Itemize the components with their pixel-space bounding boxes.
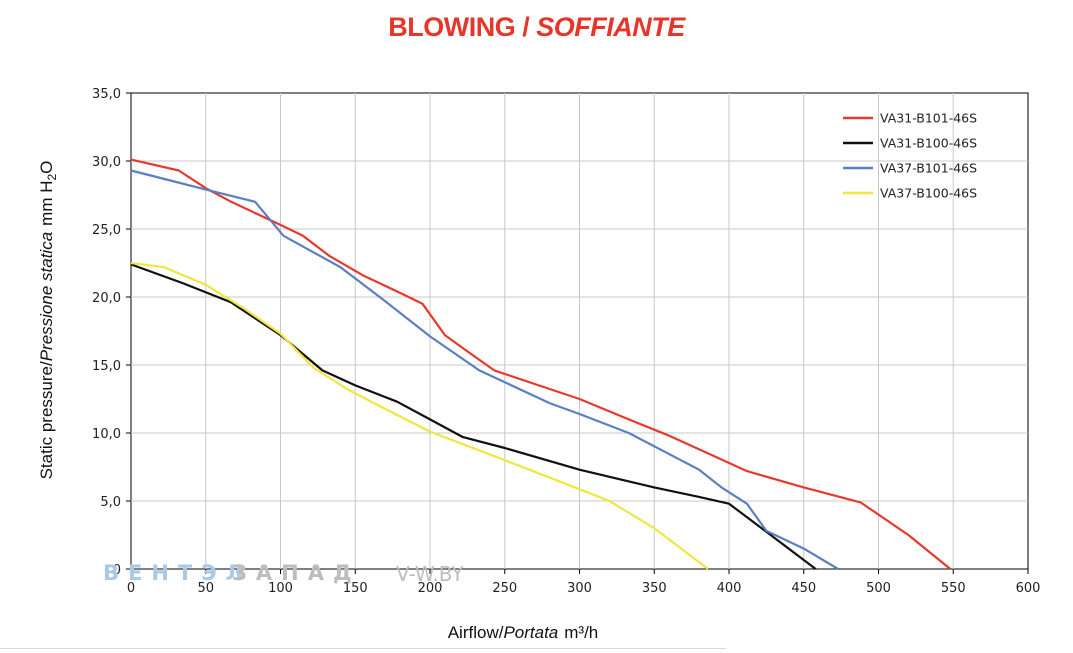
legend-label: VA37-B101-46S xyxy=(880,161,977,176)
chart-title: BLOWING / SOFFIANTE xyxy=(0,12,1073,43)
x-tick-label: 550 xyxy=(941,581,966,596)
chart-title-main: BLOWING / xyxy=(388,12,537,42)
x-tick-label: 50 xyxy=(197,581,214,596)
y-tick-label: 0 xyxy=(113,563,121,578)
series-lines xyxy=(130,158,951,570)
y-tick-label: 35,0 xyxy=(92,87,121,102)
series-line-va31-b100-46s xyxy=(130,263,817,570)
y-tick-label: 25,0 xyxy=(92,223,121,238)
x-tick-label: 450 xyxy=(791,581,816,596)
divider xyxy=(0,648,726,649)
y-tick-label: 10,0 xyxy=(92,427,121,442)
watermark-brand-part2: ЗАПАД xyxy=(232,561,361,585)
x-tick-label: 250 xyxy=(492,581,517,596)
series-line-va37-b100-46s xyxy=(130,261,709,570)
y-axis-label: Static pressure/Pressione staticamm H2O xyxy=(37,161,59,480)
x-axis-label: Airflow/Portata m³/h xyxy=(448,623,599,642)
x-tick-label: 350 xyxy=(642,581,667,596)
x-axis-ticks: 0 50 100 150 200 250 300 350 400 450 500 550 600 xyxy=(127,569,1041,596)
y-tick-label: 30,0 xyxy=(92,155,121,170)
x-tick-label: 300 xyxy=(567,581,592,596)
legend-label: VA37-B100-46S xyxy=(880,186,977,201)
x-tick-label: 150 xyxy=(343,581,368,596)
series-line-va37-b101-46s xyxy=(130,169,839,570)
y-tick-label: 20,0 xyxy=(92,291,121,306)
legend: VA31-B101-46S VA31-B100-46S VA37-B101-46S V… xyxy=(843,111,977,201)
watermark-brand-part1: ВЕНТЭЛ xyxy=(103,561,253,585)
grid-lines xyxy=(131,93,1028,569)
x-tick-label: 600 xyxy=(1016,581,1041,596)
legend-label: VA31-B101-46S xyxy=(880,111,977,126)
y-axis-ticks: 0 5,0 10,0 15,0 20,0 25,0 30,0 35,0 xyxy=(92,87,131,578)
legend-label: VA31-B100-46S xyxy=(880,136,977,151)
x-tick-label: 400 xyxy=(717,581,742,596)
series-line-va31-b101-46s xyxy=(130,158,951,570)
watermark-url: V-W.BY xyxy=(396,562,464,586)
y-tick-label: 5,0 xyxy=(100,495,121,510)
x-tick-label: 500 xyxy=(866,581,891,596)
y-tick-label: 15,0 xyxy=(92,359,121,374)
x-tick-label: 200 xyxy=(418,581,443,596)
x-tick-label: 100 xyxy=(268,581,293,596)
x-tick-label: 0 xyxy=(127,581,135,596)
chart-title-italic: SOFFIANTE xyxy=(536,12,685,42)
